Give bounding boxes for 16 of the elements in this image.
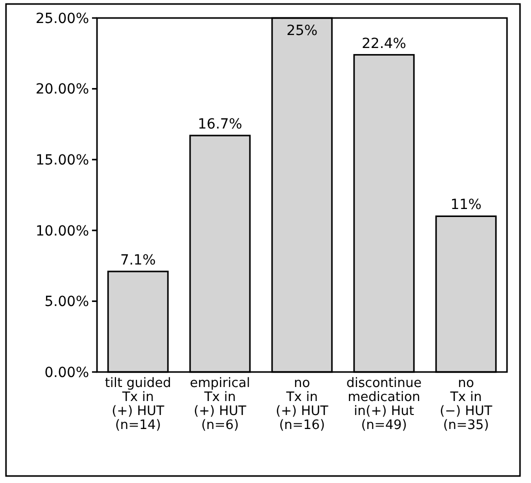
y-tick-label: 0.00% [44, 364, 89, 381]
data-label: 22.4% [362, 36, 406, 52]
x-tick-label: empirical Tx in (+) HUT (n=6) [190, 376, 250, 433]
data-label: 7.1% [120, 252, 156, 268]
data-label: 25% [286, 23, 318, 39]
x-tick-label: no Tx in (+) HUT (n=16) [276, 376, 328, 433]
y-tick-label: 20.00% [36, 82, 89, 98]
data-label: 16.7% [198, 116, 242, 133]
y-tick-label: 25.00% [36, 10, 89, 27]
x-tick-label: discontinue medication in(+) Hut (n=49) [346, 376, 422, 433]
data-label: 11% [450, 197, 482, 214]
y-tick-label: 5.00% [44, 294, 89, 310]
x-tick-label: no Tx in (−) HUT (n=35) [440, 376, 492, 433]
y-tick-label: 10.00% [36, 223, 89, 240]
y-tick-label: 15.00% [36, 152, 89, 168]
x-tick-label: tilt guided Tx in (+) HUT (n=14) [104, 376, 172, 433]
